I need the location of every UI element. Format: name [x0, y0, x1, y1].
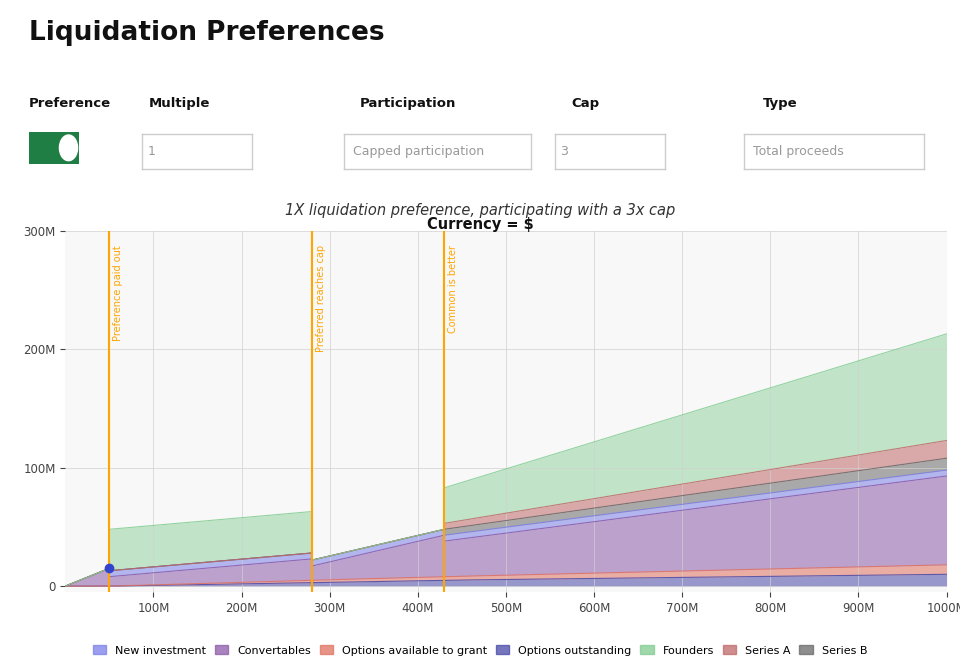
Text: Multiple: Multiple: [149, 97, 210, 110]
Circle shape: [60, 135, 78, 161]
Text: Preference: Preference: [29, 97, 111, 110]
Text: Common is better: Common is better: [447, 245, 458, 333]
Text: Preferred reaches cap: Preferred reaches cap: [316, 245, 325, 352]
Legend: New investment, Convertables, Options available to grant, Options outstanding, F: New investment, Convertables, Options av…: [88, 641, 872, 660]
Text: 3: 3: [561, 145, 568, 158]
Text: Preference paid out: Preference paid out: [113, 245, 123, 341]
Text: Liquidation Preferences: Liquidation Preferences: [29, 20, 384, 46]
Text: 1X liquidation preference, participating with a 3x cap: 1X liquidation preference, participating…: [285, 203, 675, 218]
Text: Capped participation: Capped participation: [353, 145, 484, 158]
Text: Cap: Cap: [571, 97, 599, 110]
Text: Total proceeds: Total proceeds: [753, 145, 844, 158]
Text: Type: Type: [763, 97, 798, 110]
Text: Currency = $: Currency = $: [426, 217, 534, 232]
Text: Participation: Participation: [360, 97, 456, 110]
Text: 1: 1: [148, 145, 156, 158]
